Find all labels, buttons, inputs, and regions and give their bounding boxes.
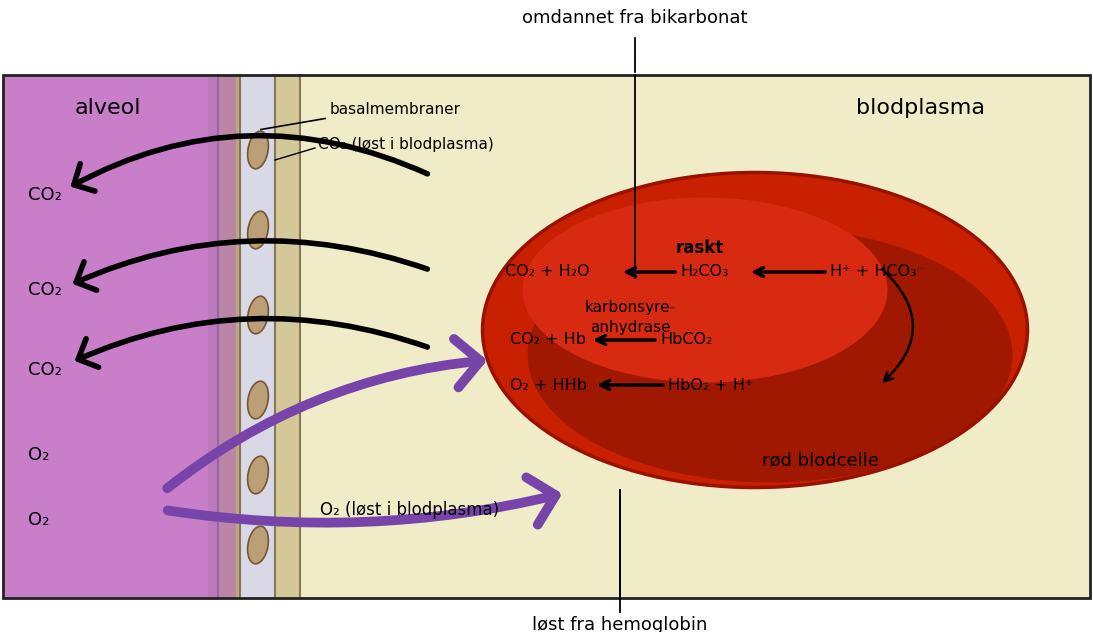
Ellipse shape (528, 228, 1012, 482)
Polygon shape (208, 75, 236, 598)
Text: H₂CO₃: H₂CO₃ (680, 265, 729, 279)
Text: karbonsyre-
anhydrase: karbonsyre- anhydrase (585, 300, 675, 335)
Ellipse shape (248, 211, 269, 249)
Text: CO₂: CO₂ (28, 186, 62, 204)
Ellipse shape (482, 173, 1027, 487)
Ellipse shape (248, 526, 269, 564)
Text: raskt: raskt (675, 239, 725, 257)
Text: O₂ + HHb: O₂ + HHb (510, 377, 587, 392)
Text: CO₂: CO₂ (28, 281, 62, 299)
Text: omdannet fra bikarbonat: omdannet fra bikarbonat (522, 9, 748, 27)
Text: CO₂ (løst i blodplasma): CO₂ (løst i blodplasma) (318, 138, 494, 152)
Text: alveol: alveol (75, 98, 141, 118)
Ellipse shape (248, 296, 269, 334)
Text: HbO₂ + H⁺: HbO₂ + H⁺ (668, 377, 753, 392)
Text: CO₂ + H₂O: CO₂ + H₂O (505, 265, 589, 279)
Text: H⁺ + HCO₃⁻: H⁺ + HCO₃⁻ (830, 265, 925, 279)
Text: O₂: O₂ (28, 446, 49, 464)
Text: basalmembraner: basalmembraner (330, 102, 461, 118)
Text: CO₂ + Hb: CO₂ + Hb (510, 332, 586, 348)
Bar (275, 75, 299, 598)
Text: rød blodcelle: rød blodcelle (762, 451, 879, 469)
Bar (218, 75, 240, 598)
Text: CO₂: CO₂ (28, 361, 62, 379)
Text: blodplasma: blodplasma (856, 98, 985, 118)
Bar (3, 75, 1090, 598)
Text: O₂ (løst i blodplasma): O₂ (løst i blodplasma) (320, 501, 500, 519)
Ellipse shape (248, 131, 269, 169)
Text: HbCO₂: HbCO₂ (660, 332, 713, 348)
Bar (3, 75, 225, 598)
Text: O₂: O₂ (28, 511, 49, 529)
Ellipse shape (248, 456, 269, 494)
Ellipse shape (522, 197, 888, 382)
Bar (3, 75, 1090, 598)
Text: løst fra hemoglobin: løst fra hemoglobin (532, 616, 707, 632)
Bar (240, 75, 275, 598)
Ellipse shape (248, 381, 269, 419)
